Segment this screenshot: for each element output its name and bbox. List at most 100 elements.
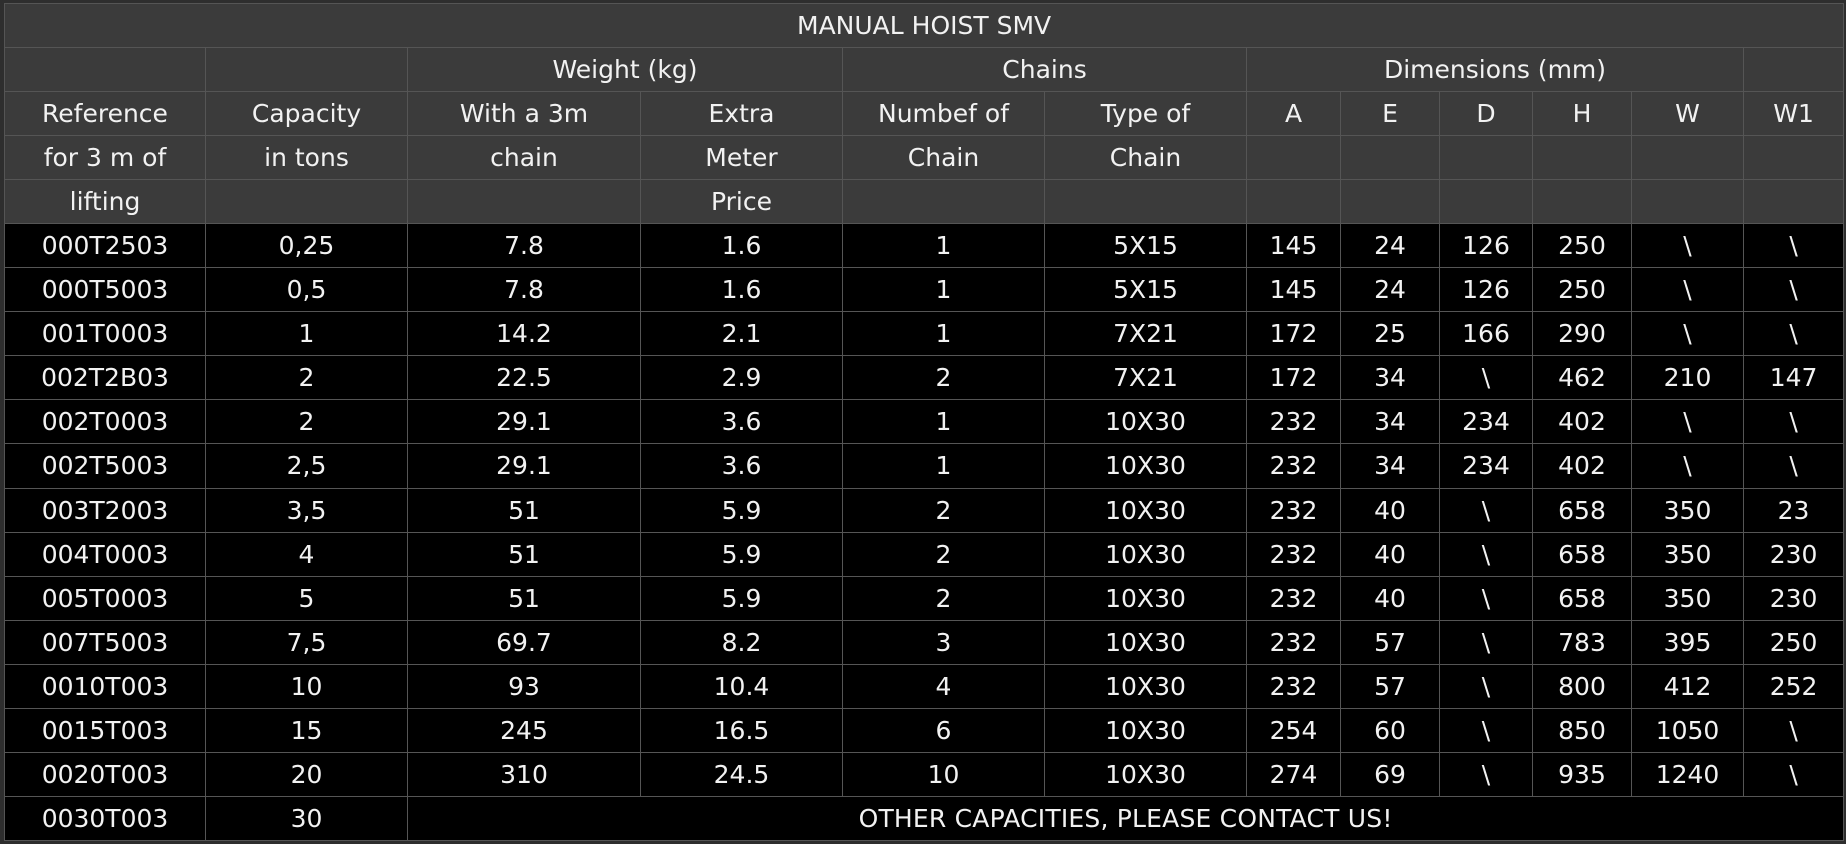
- reference-cell: 002T2B03: [4, 355, 206, 401]
- type-of-chain-cell: 5X15: [1044, 223, 1247, 269]
- dim-w-cell: \: [1631, 311, 1744, 357]
- type-of-chain-cell: 10X30: [1044, 575, 1247, 621]
- dim-e-cell: 40: [1340, 531, 1440, 577]
- type-of-chain-cell: 7X21: [1044, 311, 1247, 357]
- number-of-chain-cell: 4: [842, 663, 1045, 709]
- extra-meter-price-cell: 5.9: [640, 531, 843, 577]
- dim-a-cell: 232: [1246, 443, 1341, 489]
- dim-w-cell: 350: [1631, 487, 1744, 533]
- dim-w-cell: \: [1631, 223, 1744, 269]
- dim-w-header: W: [1631, 91, 1744, 137]
- dim-w1-cell: \: [1742, 443, 1845, 489]
- extra-meter-price-cell: 16.5: [640, 707, 843, 753]
- dim-e-cell: 25: [1340, 311, 1440, 357]
- capacity-cell: 30: [205, 795, 408, 842]
- dim-w1-cell: 147: [1742, 355, 1845, 401]
- dim-h-cell: 250: [1532, 267, 1632, 313]
- dim-a-cell: 172: [1246, 311, 1341, 357]
- number-of-chain-cell: 1: [842, 311, 1045, 357]
- dim-h-cell: 935: [1532, 751, 1632, 797]
- dim-e-cell: 34: [1340, 443, 1440, 489]
- capacity-header: in tons: [205, 135, 408, 181]
- table-row: 0020T003 20 310 24.5 10 10X30 274 69 \ 935 1240 \: [4, 751, 1845, 797]
- dim-w1-header: W1: [1742, 91, 1845, 137]
- type-of-chain-cell: 10X30: [1044, 619, 1247, 665]
- weight-3m-chain-cell: 51: [407, 575, 641, 621]
- table-row: 004T0003 4 51 5.9 2 10X30 232 40 \ 658 350 230: [4, 531, 1845, 577]
- reference-cell: 0015T003: [4, 707, 206, 753]
- dim-e-cell: 57: [1340, 619, 1440, 665]
- dim-e-cell: 69: [1340, 751, 1440, 797]
- dim-d-cell: 126: [1439, 223, 1533, 269]
- dim-e-cell: 24: [1340, 223, 1440, 269]
- dim-h-cell: 402: [1532, 443, 1632, 489]
- dim-a-cell: 254: [1246, 707, 1341, 753]
- type-of-chain-cell: 10X30: [1044, 487, 1247, 533]
- reference-cell: 001T0003: [4, 311, 206, 357]
- weight-3m-chain-cell: 7.8: [407, 267, 641, 313]
- dim-e-cell: 24: [1340, 267, 1440, 313]
- dim-w1-cell: 252: [1742, 663, 1845, 709]
- dim-d-cell: \: [1439, 575, 1533, 621]
- type-of-chain-cell: 10X30: [1044, 443, 1247, 489]
- dim-h-cell: 658: [1532, 575, 1632, 621]
- extra-meter-header: Meter: [640, 135, 843, 181]
- number-of-chain-cell: 2: [842, 487, 1045, 533]
- dim-w-cell: 210: [1631, 355, 1744, 401]
- table-row: 0015T003 15 245 16.5 6 10X30 254 60 \ 850 1050 \: [4, 707, 1845, 753]
- type-of-chain-cell: 10X30: [1044, 399, 1247, 445]
- reference-header: lifting: [4, 179, 206, 225]
- empty-header-cell: [205, 47, 408, 93]
- table-row: 002T2B03 2 22.5 2.9 2 7X21 172 34 \ 462 210 147: [4, 355, 1845, 401]
- empty-header-cell: [1532, 179, 1632, 225]
- number-of-chain-cell: 2: [842, 355, 1045, 401]
- weight-3m-chain-cell: 7.8: [407, 223, 641, 269]
- dim-w1-cell: 250: [1742, 619, 1845, 665]
- dim-h-cell: 658: [1532, 531, 1632, 577]
- number-of-chain-cell: 1: [842, 399, 1045, 445]
- table-row: 0030T003 30 OTHER CAPACITIES, PLEASE CONTA…: [4, 795, 1845, 842]
- empty-header-cell: [1340, 179, 1440, 225]
- dim-h-cell: 783: [1532, 619, 1632, 665]
- extra-meter-price-cell: 3.6: [640, 443, 843, 489]
- dim-a-cell: 232: [1246, 575, 1341, 621]
- extra-meter-price-cell: 1.6: [640, 223, 843, 269]
- reference-cell: 0030T003: [4, 795, 206, 842]
- weight-3m-chain-cell: 14.2: [407, 311, 641, 357]
- table-row: 007T5003 7,5 69.7 8.2 3 10X30 232 57 \ 783 395 250: [4, 619, 1845, 665]
- extra-meter-price-cell: 5.9: [640, 487, 843, 533]
- chains-group-header: Chains: [842, 47, 1247, 93]
- dim-w1-cell: 230: [1742, 575, 1845, 621]
- type-of-chain-cell: 10X30: [1044, 531, 1247, 577]
- table-row: 000T5003 0,5 7.8 1.6 1 5X15 145 24 126 250 \ \: [4, 267, 1845, 313]
- dim-d-cell: 234: [1439, 399, 1533, 445]
- dim-h-cell: 658: [1532, 487, 1632, 533]
- type-of-chain-header: Type of: [1044, 91, 1247, 137]
- empty-header-cell: [1439, 179, 1533, 225]
- dim-d-cell: \: [1439, 751, 1533, 797]
- weight-3m-chain-cell: 29.1: [407, 399, 641, 445]
- dim-w-cell: \: [1631, 443, 1744, 489]
- extra-meter-price-cell: 5.9: [640, 575, 843, 621]
- dim-h-cell: 462: [1532, 355, 1632, 401]
- number-of-chain-cell: 1: [842, 267, 1045, 313]
- extra-meter-price-cell: 3.6: [640, 399, 843, 445]
- number-of-chain-header: Chain: [842, 135, 1045, 181]
- dim-a-cell: 172: [1246, 355, 1341, 401]
- reference-cell: 002T0003: [4, 399, 206, 445]
- reference-cell: 007T5003: [4, 619, 206, 665]
- table-row: 001T0003 1 14.2 2.1 1 7X21 172 25 166 290 \ \: [4, 311, 1845, 357]
- capacity-cell: 5: [205, 575, 408, 621]
- dim-d-cell: 234: [1439, 443, 1533, 489]
- empty-header-cell: [1742, 47, 1845, 93]
- table-title: MANUAL HOIST SMV: [3, 2, 1845, 49]
- dim-d-cell: \: [1439, 707, 1533, 753]
- dim-d-cell: 166: [1439, 311, 1533, 357]
- dim-w-cell: 412: [1631, 663, 1744, 709]
- dim-a-cell: 232: [1246, 531, 1341, 577]
- dim-a-header: A: [1246, 91, 1341, 137]
- dim-a-cell: 232: [1246, 663, 1341, 709]
- dim-w-cell: 350: [1631, 575, 1744, 621]
- number-of-chain-cell: 1: [842, 223, 1045, 269]
- dim-w1-cell: \: [1742, 311, 1845, 357]
